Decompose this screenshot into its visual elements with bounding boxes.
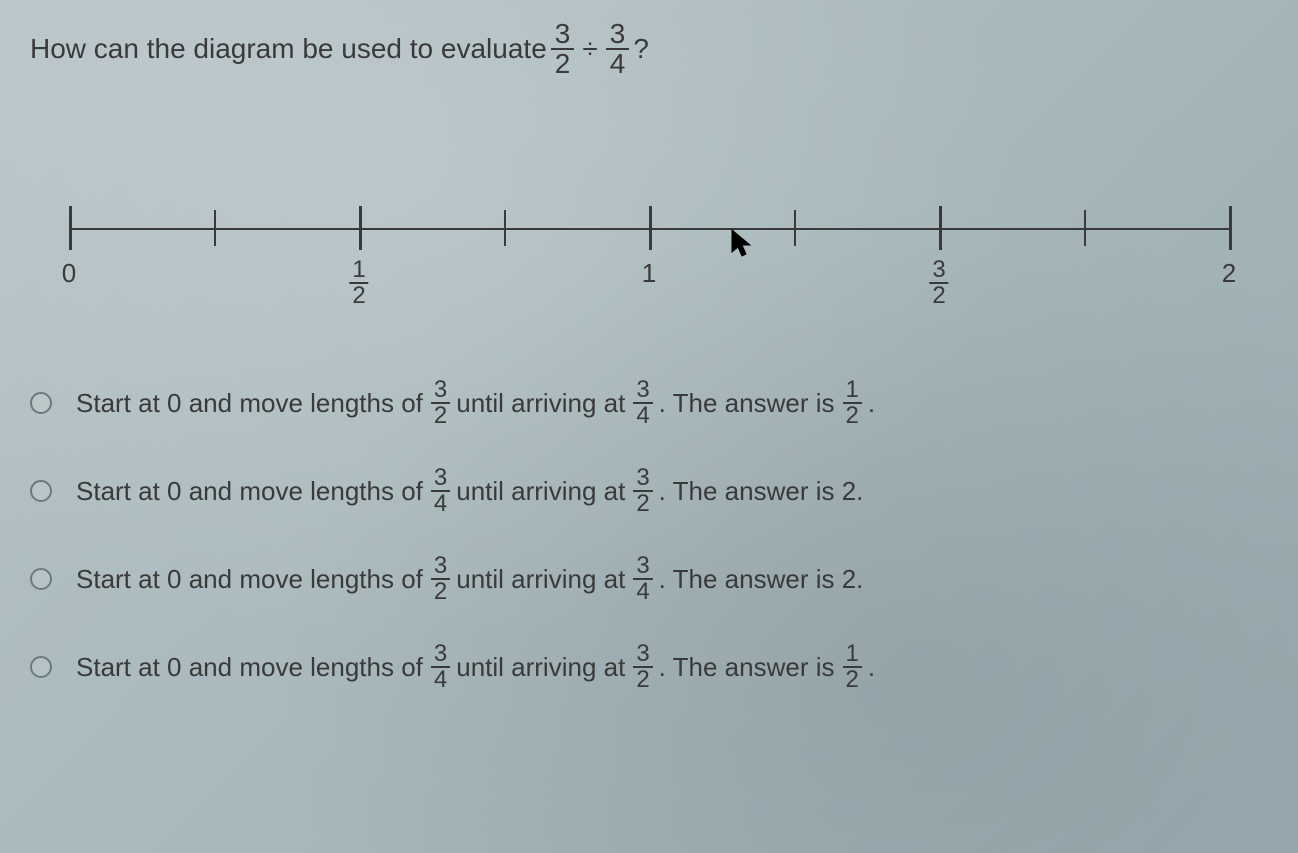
fraction: 12 xyxy=(843,642,862,692)
tick-mark xyxy=(359,206,362,250)
fraction: 34 xyxy=(431,642,450,692)
tick-label: 0 xyxy=(62,258,76,289)
option-row[interactable]: Start at 0 and move lengths of 32 until … xyxy=(30,554,1268,604)
radio-button[interactable] xyxy=(30,480,52,502)
option-row[interactable]: Start at 0 and move lengths of 32 until … xyxy=(30,378,1268,428)
question-fraction-2: 3 4 xyxy=(606,20,630,78)
question-text: How can the diagram be used to evaluate … xyxy=(30,20,1268,78)
tick-mark xyxy=(1229,206,1232,250)
tick-mark xyxy=(214,210,216,246)
question-prefix: How can the diagram be used to evaluate xyxy=(30,33,547,65)
option-row[interactable]: Start at 0 and move lengths of 34 until … xyxy=(30,466,1268,516)
tick-mark xyxy=(939,206,942,250)
tick-mark xyxy=(69,206,72,250)
question-suffix: ? xyxy=(633,33,649,65)
fraction: 34 xyxy=(633,378,652,428)
fraction: 32 xyxy=(431,378,450,428)
option-text: Start at 0 and move lengths of 32 until … xyxy=(76,378,881,428)
option-row[interactable]: Start at 0 and move lengths of 34 until … xyxy=(30,642,1268,692)
fraction: 32 xyxy=(633,466,652,516)
radio-button[interactable] xyxy=(30,656,52,678)
option-text: Start at 0 and move lengths of 34 until … xyxy=(76,466,869,516)
tick-mark xyxy=(504,210,506,246)
fraction: 12 xyxy=(843,378,862,428)
radio-button[interactable] xyxy=(30,568,52,590)
fraction: 32 xyxy=(431,554,450,604)
question-fraction-1: 3 2 xyxy=(551,20,575,78)
radio-button[interactable] xyxy=(30,392,52,414)
option-text: Start at 0 and move lengths of 32 until … xyxy=(76,554,869,604)
tick-mark xyxy=(649,206,652,250)
fraction: 34 xyxy=(431,466,450,516)
fraction: 34 xyxy=(633,554,652,604)
cursor-icon xyxy=(730,228,754,265)
tick-mark xyxy=(1084,210,1086,246)
tick-label-fraction: 12 xyxy=(347,258,370,308)
option-text: Start at 0 and move lengths of 34 until … xyxy=(76,642,881,692)
number-line-diagram: 0 12 1 32 2 xyxy=(49,198,1249,318)
tick-label: 2 xyxy=(1222,258,1236,289)
fraction: 32 xyxy=(633,642,652,692)
options-group: Start at 0 and move lengths of 32 until … xyxy=(30,378,1268,692)
tick-mark xyxy=(794,210,796,246)
tick-label: 1 xyxy=(642,258,656,289)
question-operator: ÷ xyxy=(582,33,597,65)
tick-label-fraction: 32 xyxy=(927,258,950,308)
